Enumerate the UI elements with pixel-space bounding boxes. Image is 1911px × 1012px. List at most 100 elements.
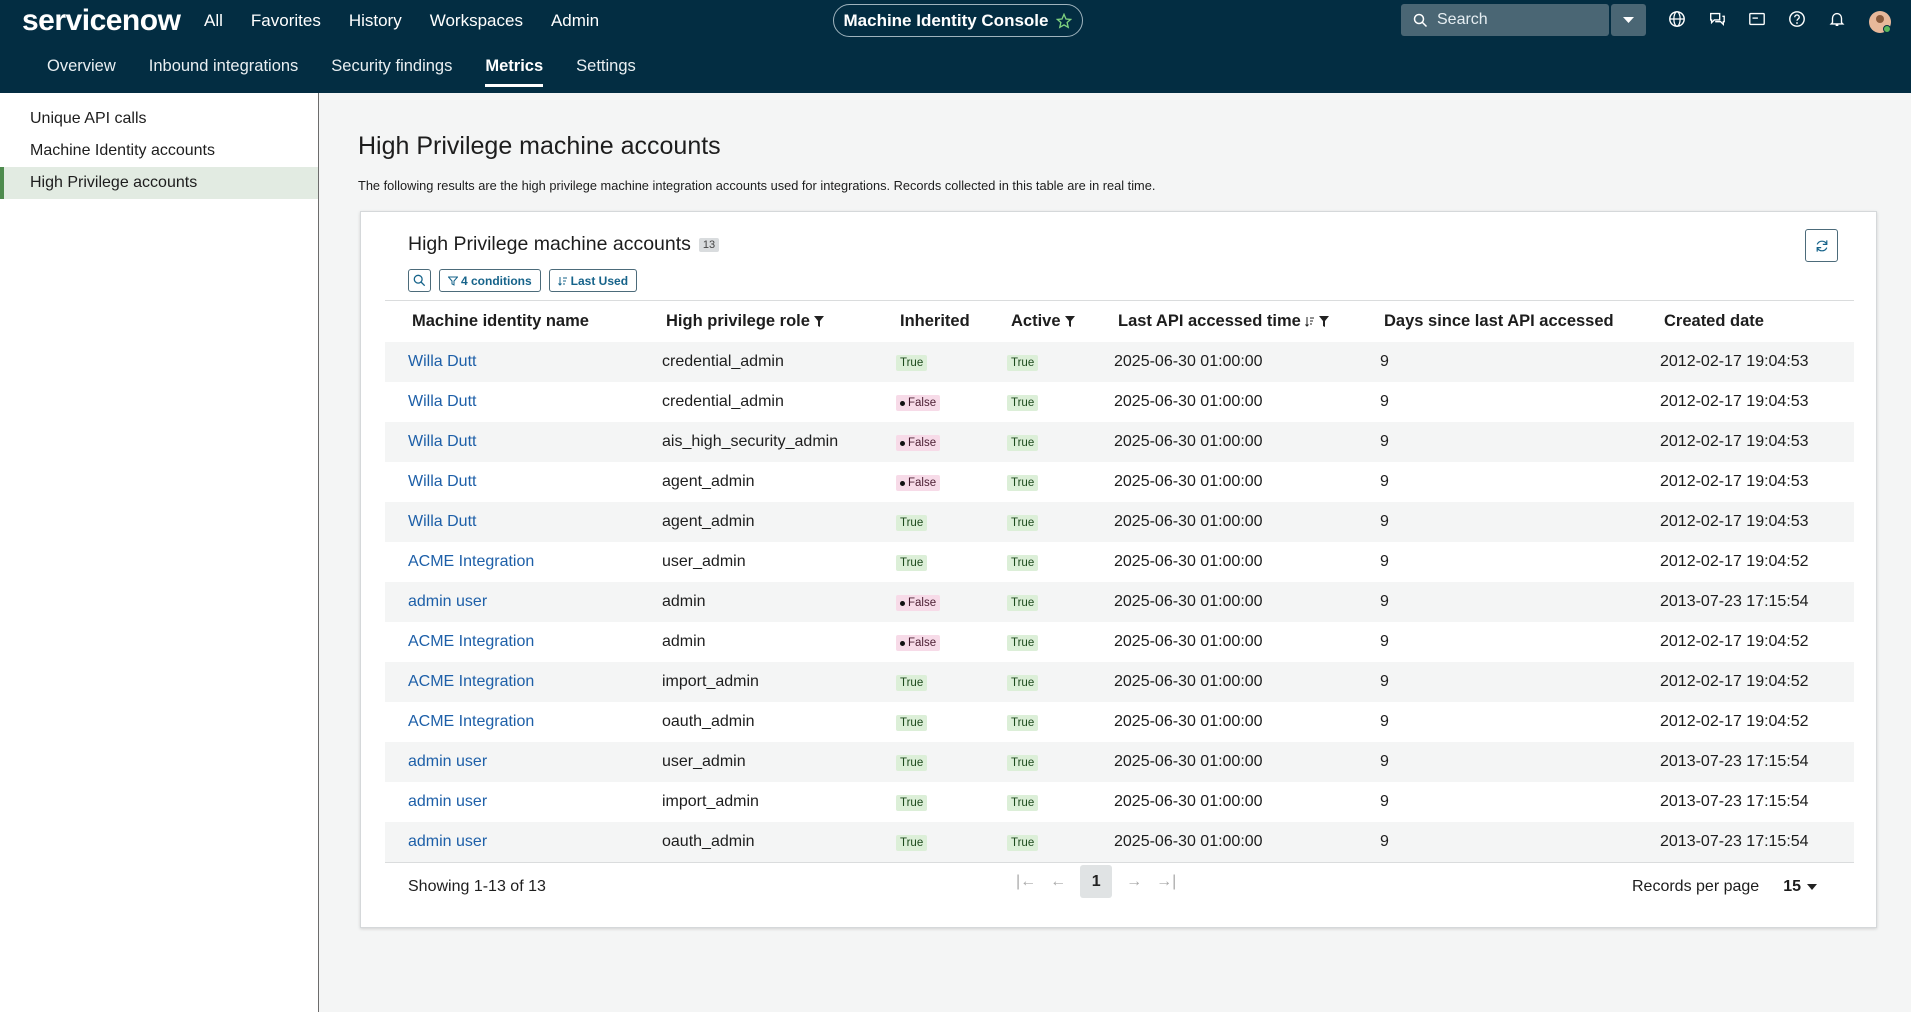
table-cell: 9 [1376,753,1656,771]
search-box[interactable]: Search [1401,4,1609,36]
column-header[interactable]: High privilege role [658,312,892,331]
identity-link[interactable]: ACME Integration [408,673,535,690]
table-cell: oauth_admin [658,833,892,851]
column-header[interactable]: Last API accessed time [1110,312,1376,331]
column-header-text: Days since last API accessed [1384,312,1614,330]
table-cell: 2012-02-17 19:04:53 [1656,513,1854,531]
globe-icon[interactable] [1668,10,1686,28]
search-chip[interactable] [408,269,431,292]
sort-chip[interactable]: Last Used [548,269,638,292]
tab[interactable]: Overview [47,57,116,75]
chat-icon[interactable] [1708,10,1726,28]
identity-link[interactable]: Willa Dutt [408,433,477,450]
tab[interactable]: Inbound integrations [148,57,299,75]
table-cell: True [1003,713,1110,731]
column-header-text: Created date [1664,312,1764,330]
data-table: Machine identity name High privilege role… [385,300,1854,863]
identity-link[interactable]: Willa Dutt [408,393,477,410]
table-cell: admin user [385,753,658,771]
cell-text: 2013-07-23 17:15:54 [1660,753,1809,770]
column-header[interactable]: Machine identity name [385,312,658,331]
column-header[interactable]: Days since last API accessed [1376,312,1656,331]
nav-item[interactable]: Admin [550,11,600,30]
sort-icon [1304,317,1314,327]
table-cell: True [892,713,1003,731]
table-cell: True [1003,353,1110,371]
cell-text: 2025-06-30 01:00:00 [1114,593,1263,610]
status-pill: True [1007,435,1039,451]
table-cell: False [892,433,1003,452]
per-page-select[interactable]: 15 [1783,878,1817,896]
cell-text: 9 [1380,713,1389,730]
card-icon[interactable] [1748,10,1766,28]
identity-link[interactable]: admin user [408,793,488,810]
sidebar-item[interactable]: High Privilege accounts [0,167,318,199]
avatar[interactable] [1868,10,1892,34]
star-icon [1056,12,1073,29]
caret-icon [1806,884,1817,890]
cell-text: 9 [1380,673,1389,690]
table-cell: 9 [1376,833,1656,851]
tab[interactable]: Settings [576,57,636,75]
bell-icon[interactable] [1828,10,1846,28]
identity-link[interactable]: admin user [408,753,488,770]
table-cell: agent_admin [658,513,892,531]
identity-link[interactable]: Willa Dutt [408,353,477,370]
table-row: admin user oauth_admin True True 2025-06-30 … [385,822,1854,862]
status-pill: True [896,715,928,731]
nav-item[interactable]: All [204,11,223,30]
tab[interactable]: Security findings [331,57,453,75]
identity-link[interactable]: Willa Dutt [408,473,477,490]
sort-chip-text: Last Used [570,273,629,288]
help-icon[interactable] [1788,10,1806,28]
table-cell: True [1003,633,1110,651]
column-header[interactable]: Inherited [892,312,1003,331]
search-dropdown[interactable] [1611,4,1646,36]
search-icon [1413,13,1428,28]
filter-chip[interactable]: 4 conditions [439,269,541,292]
cell-text: oauth_admin [662,833,755,850]
nav-item[interactable]: Workspaces [429,11,523,30]
sidebar-item[interactable]: Unique API calls [30,110,147,127]
table-cell: 9 [1376,713,1656,731]
table-cell: agent_admin [658,473,892,491]
column-header[interactable]: Active [1003,312,1110,331]
table-cell: True [1003,473,1110,491]
cell-text: 2012-02-17 19:04:53 [1660,513,1809,530]
identity-link[interactable]: admin user [408,833,488,850]
current-page[interactable]: 1 [1080,865,1113,898]
identity-link[interactable]: ACME Integration [408,713,535,730]
refresh-button[interactable] [1805,229,1838,262]
table-cell: Willa Dutt [385,393,658,411]
identity-link[interactable]: admin user [408,593,488,610]
table-cell: admin user [385,793,658,811]
table-cell: 9 [1376,793,1656,811]
column-header[interactable]: Created date [1656,312,1854,331]
table-row: ACME Integration oauth_admin True True 2025-… [385,702,1854,742]
table-cell: 2012-02-17 19:04:52 [1656,633,1854,651]
record-count: 13 [698,237,720,252]
tab[interactable]: Metrics [485,57,544,87]
cell-text: 9 [1380,753,1389,770]
table-row: admin user admin False True 2025-06-30 01:00… [385,582,1854,622]
identity-link[interactable]: ACME Integration [408,553,535,570]
nav-item[interactable]: Favorites [250,11,321,30]
identity-link[interactable]: Willa Dutt [408,513,477,530]
table-cell: True [892,793,1003,811]
table-cell: 2012-02-17 19:04:52 [1656,713,1854,731]
table-cell: 2025-06-30 01:00:00 [1110,833,1376,851]
status-pill: False [896,395,941,412]
sidebar-item[interactable]: Machine Identity accounts [30,142,215,159]
identity-link[interactable]: ACME Integration [408,633,535,650]
cell-text: 2013-07-23 17:15:54 [1660,593,1809,610]
app-title[interactable]: Machine Identity Console [833,4,1083,37]
table-cell: 2013-07-23 17:15:54 [1656,753,1854,771]
nav-item[interactable]: History [348,11,402,30]
column-header-text: Last API accessed time [1118,312,1301,330]
table-cell: False [892,393,1003,412]
records-per-page: Records per page 15 [1632,878,1817,896]
logo[interactable]: servicenow [22,4,181,37]
status-pill: True [896,515,928,531]
table-row: Willa Dutt agent_admin False True 2025-06-30… [385,462,1854,502]
